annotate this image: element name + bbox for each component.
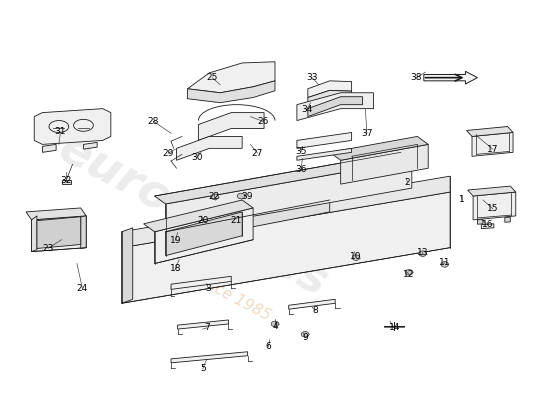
Text: 1: 1 bbox=[459, 196, 465, 204]
Text: 7: 7 bbox=[204, 324, 210, 332]
Polygon shape bbox=[308, 90, 351, 108]
Polygon shape bbox=[171, 276, 231, 289]
Polygon shape bbox=[297, 93, 373, 120]
Polygon shape bbox=[289, 299, 335, 309]
Text: 9: 9 bbox=[302, 332, 308, 342]
Text: 10: 10 bbox=[350, 252, 362, 261]
Text: 11: 11 bbox=[439, 258, 450, 267]
Circle shape bbox=[405, 270, 413, 275]
Polygon shape bbox=[31, 216, 37, 252]
Polygon shape bbox=[171, 352, 248, 363]
Circle shape bbox=[271, 321, 279, 327]
Polygon shape bbox=[42, 144, 56, 152]
Polygon shape bbox=[31, 216, 86, 252]
Polygon shape bbox=[477, 220, 483, 224]
Text: 15: 15 bbox=[487, 204, 498, 213]
Polygon shape bbox=[472, 132, 513, 156]
Polygon shape bbox=[199, 113, 264, 140]
Text: 4: 4 bbox=[272, 322, 278, 331]
Text: 29: 29 bbox=[163, 149, 174, 158]
Polygon shape bbox=[188, 81, 275, 103]
Polygon shape bbox=[384, 326, 404, 327]
Text: 33: 33 bbox=[306, 73, 318, 82]
Text: 20: 20 bbox=[197, 216, 208, 225]
Text: 23: 23 bbox=[42, 244, 53, 253]
Polygon shape bbox=[481, 224, 494, 228]
Text: 36: 36 bbox=[295, 164, 307, 174]
Polygon shape bbox=[155, 152, 412, 204]
Text: 8: 8 bbox=[312, 306, 318, 315]
Circle shape bbox=[441, 262, 448, 267]
Polygon shape bbox=[308, 81, 351, 98]
Text: 24: 24 bbox=[77, 284, 88, 293]
Text: 32: 32 bbox=[60, 176, 72, 186]
Text: a passion since 1985: a passion since 1985 bbox=[124, 235, 273, 324]
Polygon shape bbox=[468, 186, 516, 196]
Polygon shape bbox=[473, 192, 516, 220]
Circle shape bbox=[352, 255, 360, 260]
Polygon shape bbox=[155, 208, 253, 264]
Text: 38: 38 bbox=[410, 73, 422, 82]
Polygon shape bbox=[329, 136, 428, 160]
Text: 12: 12 bbox=[403, 270, 415, 279]
Text: 37: 37 bbox=[361, 129, 373, 138]
Polygon shape bbox=[505, 217, 510, 222]
Text: 31: 31 bbox=[55, 127, 66, 136]
Polygon shape bbox=[84, 142, 97, 149]
Text: 27: 27 bbox=[252, 149, 263, 158]
Text: 26: 26 bbox=[257, 117, 268, 126]
Circle shape bbox=[419, 251, 427, 256]
Polygon shape bbox=[177, 136, 242, 160]
Polygon shape bbox=[188, 62, 275, 93]
Circle shape bbox=[237, 193, 245, 199]
Polygon shape bbox=[34, 109, 111, 144]
Polygon shape bbox=[144, 200, 253, 232]
Text: 17: 17 bbox=[487, 145, 498, 154]
Polygon shape bbox=[26, 208, 86, 220]
Polygon shape bbox=[297, 132, 351, 148]
Circle shape bbox=[301, 332, 309, 337]
Text: 6: 6 bbox=[266, 342, 271, 352]
Polygon shape bbox=[340, 144, 428, 184]
Polygon shape bbox=[178, 320, 228, 329]
Text: eurospares: eurospares bbox=[51, 126, 336, 306]
Polygon shape bbox=[166, 200, 329, 244]
Text: 34: 34 bbox=[301, 105, 312, 114]
Text: 14: 14 bbox=[389, 324, 400, 332]
Polygon shape bbox=[122, 192, 450, 303]
Polygon shape bbox=[424, 71, 477, 84]
Polygon shape bbox=[37, 217, 81, 248]
Text: 25: 25 bbox=[206, 73, 218, 82]
Text: 19: 19 bbox=[169, 236, 181, 245]
Text: 35: 35 bbox=[295, 147, 307, 156]
Text: 5: 5 bbox=[200, 364, 206, 373]
Text: 21: 21 bbox=[230, 216, 241, 225]
Polygon shape bbox=[81, 216, 86, 248]
Circle shape bbox=[211, 194, 219, 200]
Text: 2: 2 bbox=[405, 178, 410, 187]
Text: 28: 28 bbox=[148, 117, 159, 126]
Polygon shape bbox=[62, 180, 72, 184]
Polygon shape bbox=[166, 160, 412, 232]
Text: 18: 18 bbox=[169, 264, 181, 273]
Text: 13: 13 bbox=[417, 248, 428, 257]
Text: 3: 3 bbox=[205, 284, 211, 293]
Polygon shape bbox=[466, 126, 513, 136]
Text: 22: 22 bbox=[208, 192, 219, 201]
Polygon shape bbox=[122, 228, 133, 303]
Text: 16: 16 bbox=[482, 220, 493, 229]
Text: 39: 39 bbox=[241, 192, 252, 201]
Text: 30: 30 bbox=[191, 152, 203, 162]
Polygon shape bbox=[308, 97, 362, 116]
Polygon shape bbox=[122, 176, 450, 248]
Polygon shape bbox=[166, 212, 242, 256]
Polygon shape bbox=[297, 148, 351, 160]
